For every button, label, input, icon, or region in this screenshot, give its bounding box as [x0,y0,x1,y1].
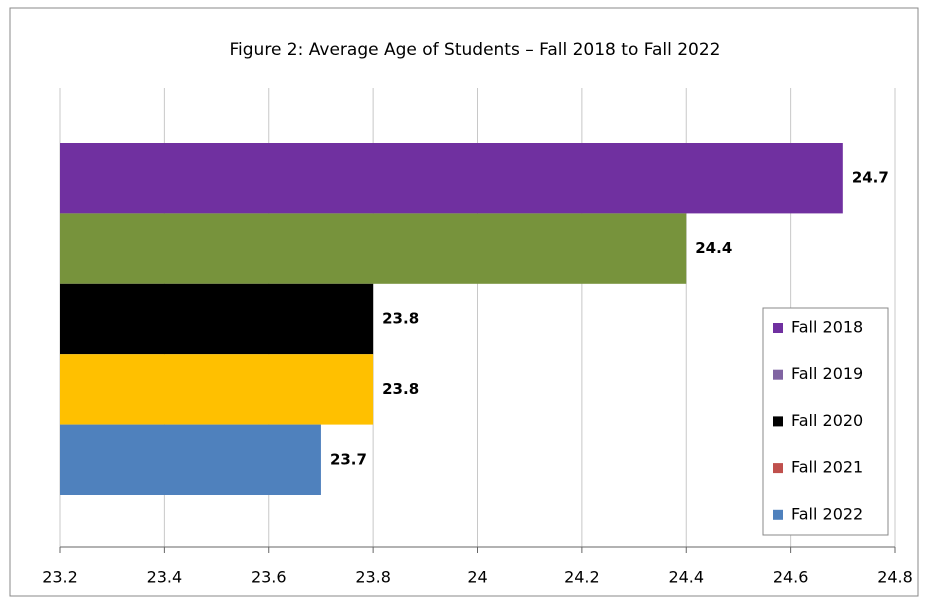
data-label: 23.8 [382,310,419,328]
x-tick-label: 24.4 [668,568,704,587]
legend-label: Fall 2018 [791,318,863,337]
legend-swatch [773,369,783,380]
bar [60,143,843,214]
x-tick-label: 23.4 [147,568,183,587]
chart-title: Figure 2: Average Age of Students – Fall… [230,40,721,60]
data-label: 24.7 [852,169,889,187]
legend-swatch [773,323,783,333]
legend-label: Fall 2022 [791,504,863,523]
x-tick-label: 24 [467,568,487,587]
legend-swatch [773,509,783,520]
data-label: 23.8 [382,380,419,398]
x-tick-label: 24.8 [877,568,913,587]
data-label: 24.4 [695,239,732,257]
bar [60,354,374,425]
legend-label: Fall 2019 [791,364,863,383]
legend-box [762,307,889,536]
x-tick-label: 24.6 [773,568,809,587]
legend-label: Fall 2021 [791,458,863,477]
legend-swatch [773,463,783,474]
x-tick-label: 23.2 [42,568,78,587]
bar [60,283,374,355]
x-tick-label: 24.2 [564,568,600,587]
data-label: 23.7 [330,450,367,468]
x-tick-label: 23.8 [355,568,391,587]
x-tick-label: 23.6 [251,568,287,587]
legend-swatch [773,416,783,427]
bar [60,424,321,495]
bar [60,213,687,284]
legend-label: Fall 2020 [791,411,863,430]
